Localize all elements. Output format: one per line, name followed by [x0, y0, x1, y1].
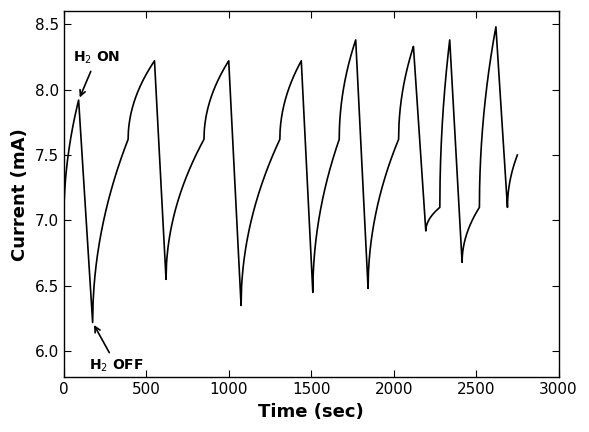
Text: H$_2$ ON: H$_2$ ON: [73, 50, 120, 96]
X-axis label: Time (sec): Time (sec): [259, 403, 364, 421]
Text: H$_2$ OFF: H$_2$ OFF: [90, 327, 144, 374]
Y-axis label: Current (mA): Current (mA): [11, 128, 29, 260]
